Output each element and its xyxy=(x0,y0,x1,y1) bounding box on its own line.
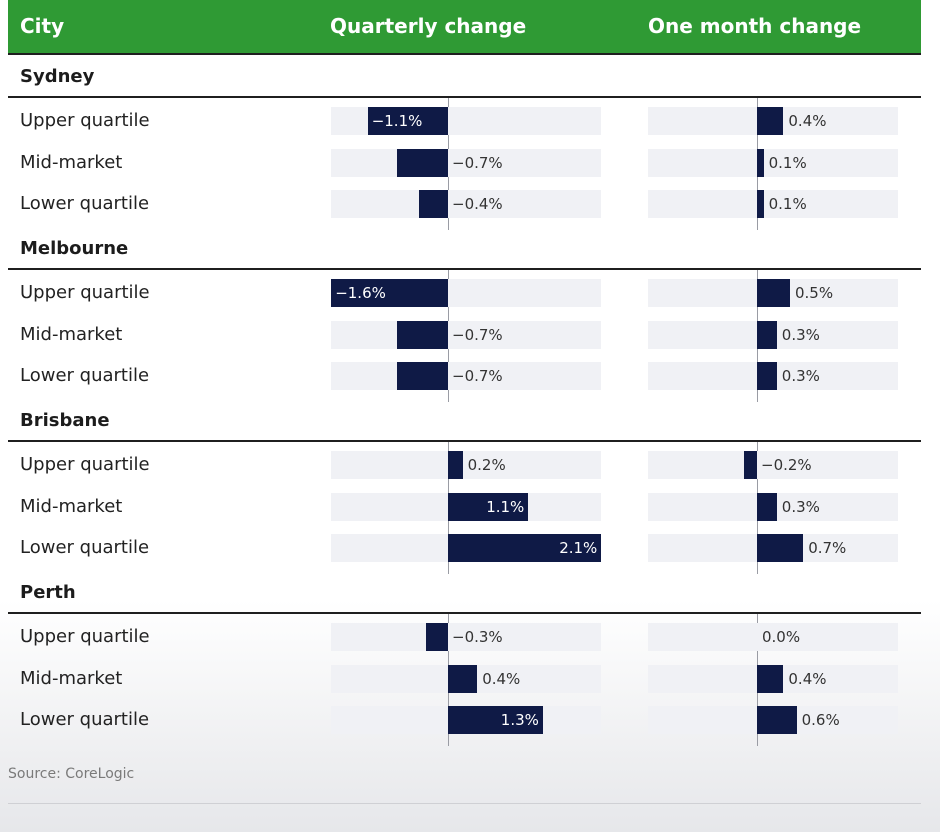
quarterly-track xyxy=(331,623,601,651)
row-label: Mid-market xyxy=(20,152,123,173)
header-city: City xyxy=(20,14,65,38)
monthly-bar xyxy=(757,190,764,218)
monthly-bar xyxy=(757,321,777,349)
quarterly-value-label: −0.3% xyxy=(452,628,503,646)
monthly-bar xyxy=(757,706,797,734)
monthly-bar xyxy=(757,362,777,390)
row-label: Lower quartile xyxy=(20,709,150,730)
monthly-bar xyxy=(743,451,757,479)
header-quarterly-change: Quarterly change xyxy=(330,14,527,38)
quarterly-value-label: 1.1% xyxy=(486,498,525,516)
quarterly-track xyxy=(331,362,601,390)
quarterly-track xyxy=(331,321,601,349)
monthly-bar xyxy=(757,493,777,521)
quarterly-track xyxy=(331,149,601,177)
monthly-value-label: 0.5% xyxy=(795,284,834,302)
row-label: Upper quartile xyxy=(20,454,150,475)
quarterly-value-label: −1.1% xyxy=(371,112,423,130)
monthly-value-label: 0.7% xyxy=(808,539,847,557)
table-header: City Quarterly change One month change xyxy=(8,0,921,55)
row-label: Mid-market xyxy=(20,668,123,689)
quarterly-bar xyxy=(448,534,602,562)
quarterly-track xyxy=(331,190,601,218)
monthly-value-label: 0.3% xyxy=(781,367,820,385)
quarterly-bar xyxy=(396,321,448,349)
quarterly-value-label: −1.6% xyxy=(335,284,386,302)
group-title-melbourne: Melbourne xyxy=(20,238,129,259)
monthly-bar xyxy=(757,107,784,135)
monthly-value-label: 0.6% xyxy=(801,711,840,729)
source-note: Source: CoreLogic xyxy=(8,766,135,782)
quarterly-bar xyxy=(331,279,448,307)
row-label: Lower quartile xyxy=(20,193,150,214)
quarterly-value-label: 0.2% xyxy=(467,456,506,474)
group-title-brisbane: Brisbane xyxy=(20,410,110,431)
quarterly-bar xyxy=(448,451,463,479)
group-divider xyxy=(8,96,921,98)
monthly-value-label: −0.2% xyxy=(761,456,812,474)
monthly-value-label: 0.4% xyxy=(788,112,827,130)
divider xyxy=(8,803,921,804)
row-label: Upper quartile xyxy=(20,110,150,131)
quarterly-value-label: −0.7% xyxy=(452,367,503,385)
row-label: Mid-market xyxy=(20,496,123,517)
monthly-value-label: 0.0% xyxy=(762,628,801,646)
quarterly-value-label: −0.7% xyxy=(452,326,503,344)
quarterly-bar xyxy=(426,623,448,651)
monthly-value-label: 0.3% xyxy=(781,326,820,344)
quarterly-value-label: −0.4% xyxy=(452,195,503,213)
monthly-value-label: 0.1% xyxy=(768,195,807,213)
quarterly-value-label: −0.7% xyxy=(452,154,503,172)
monthly-value-label: 0.4% xyxy=(788,670,827,688)
quarterly-bar xyxy=(448,493,529,521)
quarterly-bar xyxy=(367,107,448,135)
quarterly-value-label: 2.1% xyxy=(559,539,598,557)
monthly-track xyxy=(648,623,898,651)
header-one-month-change: One month change xyxy=(648,14,862,38)
row-label: Mid-market xyxy=(20,324,123,345)
group-title-sydney: Sydney xyxy=(20,66,95,87)
monthly-bar xyxy=(757,279,790,307)
monthly-value-label: 0.3% xyxy=(781,498,820,516)
row-label: Upper quartile xyxy=(20,626,150,647)
quarterly-value-label: 1.3% xyxy=(500,711,539,729)
group-divider xyxy=(8,268,921,270)
quarterly-value-label: 0.4% xyxy=(482,670,521,688)
group-divider xyxy=(8,440,921,442)
row-label: Lower quartile xyxy=(20,537,150,558)
group-title-perth: Perth xyxy=(20,582,76,603)
quarterly-bar xyxy=(448,706,543,734)
monthly-bar xyxy=(757,665,784,693)
row-label: Lower quartile xyxy=(20,365,150,386)
monthly-track xyxy=(648,451,898,479)
row-label: Upper quartile xyxy=(20,282,150,303)
quarterly-bar xyxy=(448,665,478,693)
group-divider xyxy=(8,612,921,614)
quarterly-bar xyxy=(396,149,448,177)
quarterly-track xyxy=(331,451,601,479)
quarterly-bar xyxy=(418,190,448,218)
monthly-track xyxy=(648,149,898,177)
monthly-track xyxy=(648,190,898,218)
monthly-bar xyxy=(757,149,764,177)
monthly-bar xyxy=(757,534,804,562)
monthly-value-label: 0.1% xyxy=(768,154,807,172)
quarterly-bar xyxy=(396,362,448,390)
